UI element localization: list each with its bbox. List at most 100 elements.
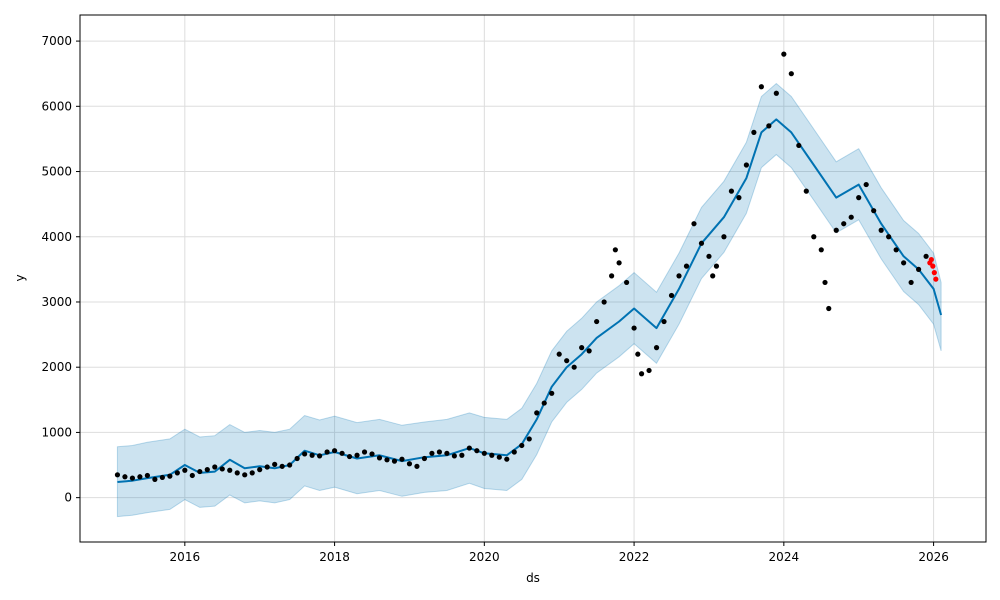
observed-point <box>189 472 195 479</box>
observed-point <box>242 472 248 478</box>
observed-point <box>683 263 690 269</box>
observed-point <box>571 364 577 370</box>
observed-point <box>227 467 233 473</box>
y-tick-label: 7000 <box>41 34 72 48</box>
observed-point <box>923 253 929 259</box>
observed-point <box>781 51 787 57</box>
observed-point <box>698 240 705 246</box>
observed-point <box>736 195 742 201</box>
observed-point <box>204 467 210 473</box>
observed-point <box>886 234 892 240</box>
x-tick-label: 2018 <box>319 550 350 564</box>
observed-point <box>504 456 510 462</box>
observed-point <box>376 455 383 461</box>
y-tick-label: 1000 <box>41 425 72 439</box>
uncertainty-band-layer <box>116 82 942 518</box>
observed-point <box>668 292 675 299</box>
observed-point <box>317 453 323 459</box>
x-tick-label: 2016 <box>170 550 201 564</box>
observed-point <box>612 247 618 253</box>
y-tick-label: 0 <box>64 491 72 505</box>
observed-point <box>324 449 330 455</box>
observed-point <box>144 472 150 479</box>
observed-point <box>534 410 540 416</box>
y-axis-label: y <box>13 274 27 281</box>
plot-frame <box>79 14 987 543</box>
observed-point <box>182 467 188 473</box>
x-tick-label: 2020 <box>469 550 500 564</box>
observed-point <box>751 129 757 136</box>
observed-point <box>901 260 907 266</box>
observed-point <box>863 181 869 188</box>
observed-point <box>519 442 525 449</box>
observed-point <box>878 227 884 233</box>
observed-point <box>451 453 457 459</box>
x-tick-label: 2022 <box>619 550 650 564</box>
observed-point <box>444 450 450 456</box>
observed-point <box>369 451 375 457</box>
observed-point <box>302 451 308 457</box>
observed-point <box>796 142 802 149</box>
recent-point <box>933 276 939 282</box>
observed-points-layer <box>114 51 929 482</box>
observed-point <box>616 260 622 266</box>
observed-point <box>788 71 794 77</box>
observed-point <box>841 221 847 227</box>
observed-point <box>212 464 218 470</box>
observed-point <box>893 247 899 253</box>
y-axis: 0 1000 2000 3000 4000 5000 6000 7000 <box>41 34 80 505</box>
observed-point <box>331 448 338 454</box>
observed-point <box>391 458 398 464</box>
uncertainty-band <box>116 82 942 518</box>
observed-point <box>646 367 652 374</box>
observed-point <box>758 84 764 90</box>
observed-point <box>421 455 428 462</box>
observed-point <box>609 273 615 279</box>
observed-point <box>623 279 630 286</box>
observed-point <box>635 351 641 357</box>
observed-point <box>526 436 532 442</box>
observed-point <box>594 318 600 325</box>
observed-point <box>721 234 727 240</box>
observed-point <box>466 445 472 451</box>
y-tick-label: 5000 <box>41 165 72 179</box>
observed-point <box>833 227 839 233</box>
x-axis-label: ds <box>526 571 540 585</box>
observed-point <box>541 400 547 406</box>
recent-points-layer <box>927 256 939 282</box>
observed-point <box>264 464 270 470</box>
observed-point <box>579 345 585 351</box>
observed-point <box>257 467 263 473</box>
observed-point <box>279 463 285 469</box>
observed-point <box>294 455 300 462</box>
observed-point <box>159 474 165 481</box>
observed-point <box>908 279 914 286</box>
observed-point <box>818 247 824 253</box>
observed-point <box>167 473 173 479</box>
observed-point <box>811 234 817 240</box>
x-tick-label: 2026 <box>918 550 949 564</box>
observed-point <box>773 90 779 96</box>
observed-point <box>234 470 240 476</box>
observed-point <box>848 214 854 220</box>
observed-point <box>346 453 353 460</box>
y-tick-label: 4000 <box>41 230 72 244</box>
observed-point <box>174 470 180 476</box>
observed-point <box>766 123 772 129</box>
observed-point <box>384 457 390 463</box>
observed-point <box>710 273 716 279</box>
observed-point <box>653 345 660 351</box>
observed-point <box>122 474 128 480</box>
y-tick-label: 6000 <box>41 99 72 113</box>
observed-point <box>114 472 121 478</box>
observed-point <box>826 305 832 312</box>
observed-point <box>822 279 828 286</box>
observed-point <box>496 454 502 460</box>
observed-point <box>406 461 413 467</box>
x-axis: 2016 2018 2020 2022 2024 2026 <box>170 542 949 564</box>
observed-point <box>354 452 360 458</box>
observed-point <box>197 468 203 475</box>
observed-point <box>743 162 749 168</box>
